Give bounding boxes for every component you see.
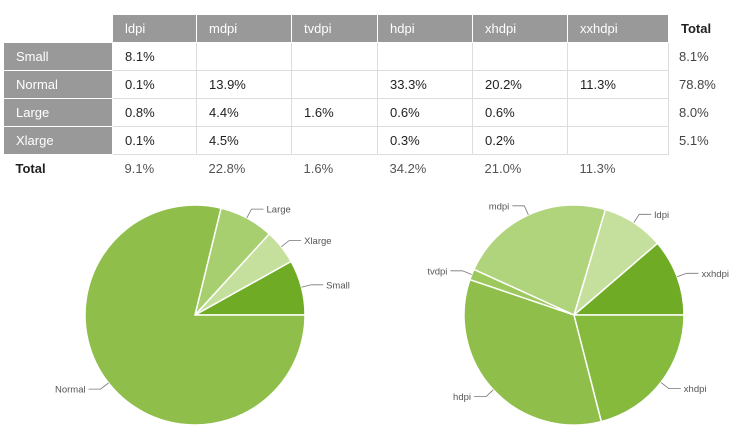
pie-slice <box>573 314 685 423</box>
footer-label: Total <box>15 161 46 177</box>
table-cell <box>196 42 292 71</box>
table-cell: 0.6% <box>472 98 568 127</box>
total-column-header: Total <box>668 14 727 43</box>
row-total: 8.0% <box>679 105 709 120</box>
footer-empty <box>669 155 727 183</box>
pie-leader-line <box>88 382 109 390</box>
pie-slice-label: Large <box>267 205 291 216</box>
table-cell: 0.1% <box>112 126 197 155</box>
table-cell <box>291 126 378 155</box>
row-header: Small <box>3 42 113 71</box>
table-cell <box>567 98 669 127</box>
column-header: xxhdpi <box>567 14 669 43</box>
row-total: 78.8% <box>679 77 716 92</box>
table-cell <box>567 42 669 71</box>
pie-charts: Small Xlarge Large Normal xxhdpi ldpi mdpi tvdp… <box>55 201 729 426</box>
pie-slice-label: Small <box>326 280 350 291</box>
column-header: ldpi <box>112 14 197 43</box>
table-row: Small 8.1% 8.1% <box>3 42 727 71</box>
footer-value: 11.3% <box>579 161 616 177</box>
pie-leader-line <box>676 272 699 278</box>
table-header-row: ldpi mdpi tvdpi hdpi xhdpi xxhdpi Total <box>3 14 727 43</box>
distribution-table-container: ldpi mdpi tvdpi hdpi xhdpi xxhdpi Total … <box>3 14 727 183</box>
table-cell: 33.3% <box>377 70 473 99</box>
table-footer-row: Total 9.1% 22.8% 1.6% 34.2% 21.0% 11.3% <box>4 155 727 183</box>
pie-leader-line <box>660 382 681 389</box>
pie-slice <box>84 204 306 426</box>
table-cell <box>377 42 473 71</box>
row-header: Large <box>3 98 113 127</box>
table-cell: 20.2% <box>472 70 568 99</box>
table-cell: 0.2% <box>472 126 568 155</box>
table-cell <box>291 70 378 99</box>
footer-value: 22.8% <box>208 161 246 177</box>
pie-slice <box>472 204 607 317</box>
table-cell: 4.5% <box>196 126 292 155</box>
row-total: 8.1% <box>679 49 709 64</box>
pie-slice-label: xxhdpi <box>702 269 729 280</box>
table-cell: 13.9% <box>196 70 292 99</box>
column-header: xhdpi <box>472 14 568 43</box>
table-cell: 8.1% <box>112 42 197 71</box>
pie-leader-line <box>246 208 264 219</box>
pie-leader-line <box>474 389 494 398</box>
table-row: Xlarge 0.1% 4.5% 0.3% 0.2% 5.1% <box>3 126 727 155</box>
table-cell: 0.8% <box>112 98 197 127</box>
pie-chart-1: Small Xlarge Large Normal <box>55 204 350 426</box>
footer-value: 1.6% <box>303 161 334 177</box>
pie-slice-label: Normal <box>55 385 86 396</box>
table-cell: 4.4% <box>196 98 292 127</box>
row-total: 5.1% <box>679 133 709 148</box>
footer-value: 34.2% <box>389 161 427 177</box>
distribution-table: ldpi mdpi tvdpi hdpi xhdpi xxhdpi Total … <box>3 14 727 183</box>
table-cell: 11.3% <box>567 70 669 99</box>
pie-slice-label: xhdpi <box>684 384 707 395</box>
table-cell: 1.6% <box>291 98 378 127</box>
row-header: Xlarge <box>3 126 113 155</box>
table-cell <box>291 42 378 71</box>
pie-leader-line <box>512 205 529 216</box>
table-corner <box>3 14 113 43</box>
pie-chart-2: xxhdpi ldpi mdpi tvdpi hdpi xhdpi <box>427 201 729 426</box>
pie-slice-label: ldpi <box>654 210 669 221</box>
pie-leader-line <box>633 213 652 223</box>
pie-slice-label: mdpi <box>489 201 510 212</box>
table-cell: 0.3% <box>377 126 473 155</box>
pie-slice-label: hdpi <box>453 392 471 403</box>
pie-slice-label: tvdpi <box>427 266 447 277</box>
column-header: tvdpi <box>291 14 378 43</box>
column-header: hdpi <box>377 14 473 43</box>
column-header: mdpi <box>196 14 292 43</box>
table-cell: 0.6% <box>377 98 473 127</box>
pie-slice-label: Xlarge <box>304 236 331 247</box>
table-cell <box>567 126 669 155</box>
pie-slice <box>463 278 603 426</box>
pie-leader-line <box>301 284 324 288</box>
pie-leader-line <box>281 240 302 248</box>
table-row: Large 0.8% 4.4% 1.6% 0.6% 0.6% 8.0% <box>3 98 727 127</box>
table-row: Normal 0.1% 13.9% 33.3% 20.2% 11.3% 78.8… <box>3 70 727 99</box>
table-cell <box>472 42 568 71</box>
pie-slice <box>571 242 685 316</box>
pie-leader-line <box>450 270 472 275</box>
table-cell: 0.1% <box>112 70 197 99</box>
footer-value: 9.1% <box>124 161 155 177</box>
footer-value: 21.0% <box>484 161 522 177</box>
row-header: Normal <box>3 70 113 99</box>
